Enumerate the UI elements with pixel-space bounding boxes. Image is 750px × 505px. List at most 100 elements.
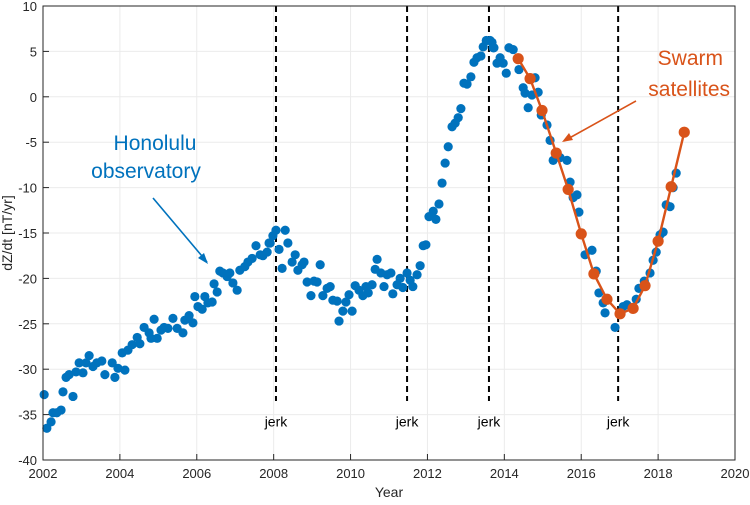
honolulu-point [74,358,84,368]
honolulu-point [318,291,328,301]
y-tick-label: -5 [25,135,37,150]
honolulu-point [100,370,110,380]
x-tick-label: 2018 [644,466,673,481]
x-axis-label: Year [375,484,404,500]
honolulu-point [408,281,418,292]
honolulu-point [453,113,463,123]
swarm-point [678,126,690,138]
honolulu-point [476,51,486,61]
honolulu-point [127,340,137,350]
honolulu-point [110,372,120,382]
honolulu-point [225,268,235,278]
honolulu-point [265,238,275,248]
honolulu-point [306,291,316,301]
honolulu-point [421,240,431,250]
honolulu-point [163,323,173,333]
y-tick-label: 5 [30,44,37,59]
swarm-point [536,104,548,117]
honolulu-point [271,225,281,235]
honolulu-point [456,104,466,114]
honolulu-point [107,358,117,368]
jerk-lines: jerk jerk jerk jerk [264,6,630,429]
honolulu-point [302,277,312,287]
honolulu-point [501,68,511,78]
honolulu-point [520,88,530,98]
y-tick-label: -30 [18,362,37,377]
honolulu-point [347,306,357,316]
x-tick-label: 2004 [105,466,134,481]
honolulu-point [149,314,159,324]
honolulu-point [247,253,257,264]
y-tick-label: -25 [18,317,37,332]
grid [42,5,736,461]
honolulu-point [197,304,207,314]
honolulu-point [428,206,438,216]
honolulu-point [228,278,238,288]
honolulu-point [325,281,335,292]
honolulu-point [188,318,198,328]
honolulu-point [71,367,81,377]
x-tick-label: 2008 [259,466,288,481]
honolulu-point [97,356,107,366]
honolulu-series [39,35,681,433]
honolulu-point [388,289,398,299]
honolulu-label-line1: Honolulu [114,132,197,155]
honolulu-point [367,280,377,290]
swarm-series [512,53,690,320]
honolulu-point [572,190,582,200]
jerk-label: jerk [264,413,289,429]
swarm-point [614,308,626,320]
x-tick-label: 2016 [567,466,596,481]
y-tick-label: -20 [18,271,37,286]
honolulu-point [415,261,425,271]
honolulu-point [334,316,344,326]
honolulu-point [600,308,610,318]
honolulu-point [462,79,472,89]
honolulu-point [290,250,300,260]
annotations: Honolulu observatory Swarm satellites [91,47,730,264]
honolulu-point [398,282,408,293]
honolulu-point [81,358,91,368]
honolulu-point [120,365,130,375]
honolulu-point [332,296,342,306]
jerk-label: jerk [477,413,502,429]
swarm-point [575,228,587,240]
jerk-label: jerk [395,413,420,429]
honolulu-point [344,290,354,300]
honolulu-point [338,306,348,316]
axes: 2002 2004 2006 2008 2010 2012 2014 2016 2018 2020… [18,0,749,481]
honolulu-point [232,285,242,295]
honolulu-point [39,390,49,400]
honolulu-point [395,273,405,283]
honolulu-point [283,238,293,248]
x-tick-label: 2014 [490,466,519,481]
y-tick-label: -35 [18,408,37,423]
honolulu-point [56,405,66,415]
honolulu-point [562,155,572,165]
x-tick-label: 2006 [182,466,211,481]
honolulu-point [299,257,309,267]
y-tick-label: 0 [30,90,37,105]
honolulu-point [508,44,518,55]
swarm-point [627,302,639,314]
honolulu-point [209,279,219,289]
x-tick-label: 2002 [29,466,58,481]
swarm-point [601,293,613,305]
x-tick-label: 2010 [336,466,365,481]
swarm-point [524,73,536,85]
swarm-label-line1: Swarm [658,47,723,70]
swarm-point [652,235,664,247]
swarm-arrow-head [562,133,573,142]
honolulu-point [610,322,620,333]
honolulu-point [341,297,351,307]
honolulu-point [402,268,412,278]
honolulu-point [437,178,447,188]
honolulu-point [68,391,78,402]
honolulu-point [184,311,194,321]
swarm-point [665,181,677,193]
honolulu-point [287,257,297,267]
honolulu-point [431,214,441,224]
swarm-point [550,147,562,159]
honolulu-point [379,281,389,292]
